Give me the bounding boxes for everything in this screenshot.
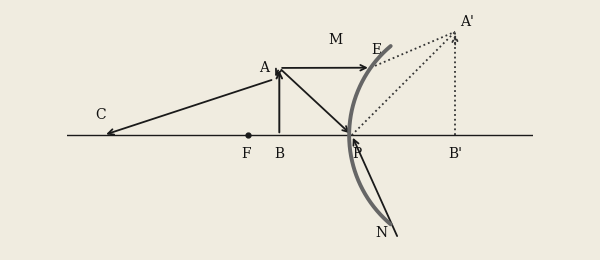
Text: C: C [95, 108, 106, 122]
Text: A': A' [460, 15, 474, 29]
Text: E: E [371, 43, 382, 57]
Text: A: A [259, 61, 269, 75]
Text: B': B' [448, 147, 462, 161]
Text: P: P [353, 147, 362, 161]
Text: N: N [375, 226, 387, 240]
Text: F: F [241, 147, 251, 161]
Text: B: B [274, 147, 284, 161]
Text: M: M [328, 33, 343, 47]
